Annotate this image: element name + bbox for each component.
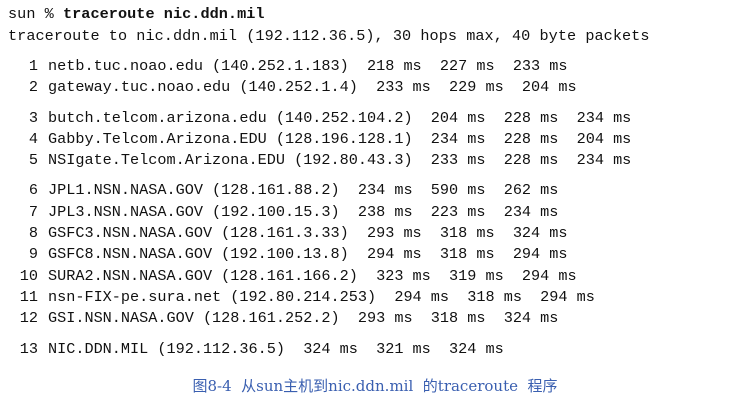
hop-row: 7 JPL3.NSN.NASA.GOV (192.100.15.3) 238 ms… bbox=[8, 202, 744, 223]
hop-details: NIC.DDN.MIL (192.112.36.5) 324 ms 321 ms… bbox=[48, 339, 504, 358]
terminal-output: sun % traceroute nic.ddn.mil traceroute … bbox=[8, 4, 744, 360]
hop-details: GSI.NSN.NASA.GOV (128.161.252.2) 293 ms … bbox=[48, 309, 559, 328]
hop-details: gateway.tuc.noao.edu (140.252.1.4) 233 m… bbox=[48, 78, 577, 97]
hop-number: 6 bbox=[28, 181, 38, 200]
hop-number: 10 bbox=[19, 266, 38, 285]
hop-row: 4 Gabby.Telcom.Arizona.EDU (128.196.128.1… bbox=[8, 129, 744, 150]
hop-row: 5 NSIgate.Telcom.Arizona.EDU (192.80.43.3… bbox=[8, 150, 744, 171]
hop-number: 11 bbox=[19, 287, 38, 306]
hop-number: 3 bbox=[28, 108, 38, 127]
hop-row: 10 SURA2.NSN.NASA.GOV (128.161.166.2) 323… bbox=[8, 266, 744, 287]
figure-caption: 图8-4 从sun主机到nic.ddn.mil 的traceroute 程序 bbox=[192, 377, 558, 395]
hop-details: GSFC3.NSN.NASA.GOV (128.161.3.33) 293 ms… bbox=[48, 224, 568, 243]
command-text: traceroute nic.ddn.mil bbox=[62, 5, 265, 23]
traceroute-header: traceroute to nic.ddn.mil (192.112.36.5)… bbox=[8, 26, 650, 45]
hop-number: 12 bbox=[19, 309, 38, 328]
hop-number: 5 bbox=[28, 151, 38, 170]
hop-details: netb.tuc.noao.edu (140.252.1.183) 218 ms… bbox=[48, 57, 568, 75]
hop-row: 12 GSI.NSN.NASA.GOV (128.161.252.2) 293 m… bbox=[8, 308, 744, 329]
hop-details: NSIgate.Telcom.Arizona.EDU (192.80.43.3)… bbox=[48, 151, 632, 170]
hop-details: nsn-FIX-pe.sura.net (192.80.214.253) 294… bbox=[48, 287, 595, 306]
hop-row: 6 JPL1.NSN.NASA.GOV (128.161.88.2) 234 ms… bbox=[8, 180, 744, 201]
hop-details: JPL3.NSN.NASA.GOV (192.100.15.3) 238 ms … bbox=[48, 202, 559, 221]
hop-row: 11 nsn-FIX-pe.sura.net (192.80.214.253) 2… bbox=[8, 287, 744, 308]
hop-row: 1 netb.tuc.noao.edu (140.252.1.183) 218 m… bbox=[8, 56, 744, 77]
shell-prompt: sun % bbox=[8, 5, 63, 23]
hop-number: 1 bbox=[28, 57, 38, 75]
hop-details: Gabby.Telcom.Arizona.EDU (128.196.128.1)… bbox=[48, 129, 632, 148]
hop-details: butch.telcom.arizona.edu (140.252.104.2)… bbox=[48, 108, 632, 127]
hop-number: 8 bbox=[28, 224, 38, 243]
hop-number: 2 bbox=[28, 78, 38, 97]
hop-number: 4 bbox=[28, 129, 38, 148]
hop-row: 2 gateway.tuc.noao.edu (140.252.1.4) 233 … bbox=[8, 77, 744, 98]
hop-number: 9 bbox=[28, 245, 38, 264]
hop-row: 9 GSFC8.NSN.NASA.GOV (192.100.13.8) 294 m… bbox=[8, 244, 744, 265]
hop-details: SURA2.NSN.NASA.GOV (128.161.166.2) 323 m… bbox=[48, 266, 577, 285]
hop-row: 13 NIC.DDN.MIL (192.112.36.5) 324 ms 321 … bbox=[8, 339, 744, 360]
hop-details: JPL1.NSN.NASA.GOV (128.161.88.2) 234 ms … bbox=[48, 181, 559, 200]
command-line: sun % traceroute nic.ddn.mil bbox=[8, 4, 744, 26]
hop-number: 13 bbox=[19, 339, 38, 358]
hop-row: 8 GSFC3.NSN.NASA.GOV (128.161.3.33) 293 m… bbox=[8, 223, 744, 244]
hop-row: 3 butch.telcom.arizona.edu (140.252.104.2… bbox=[8, 108, 744, 129]
hop-details: GSFC8.NSN.NASA.GOV (192.100.13.8) 294 ms… bbox=[48, 245, 568, 264]
hop-number: 7 bbox=[28, 202, 38, 221]
